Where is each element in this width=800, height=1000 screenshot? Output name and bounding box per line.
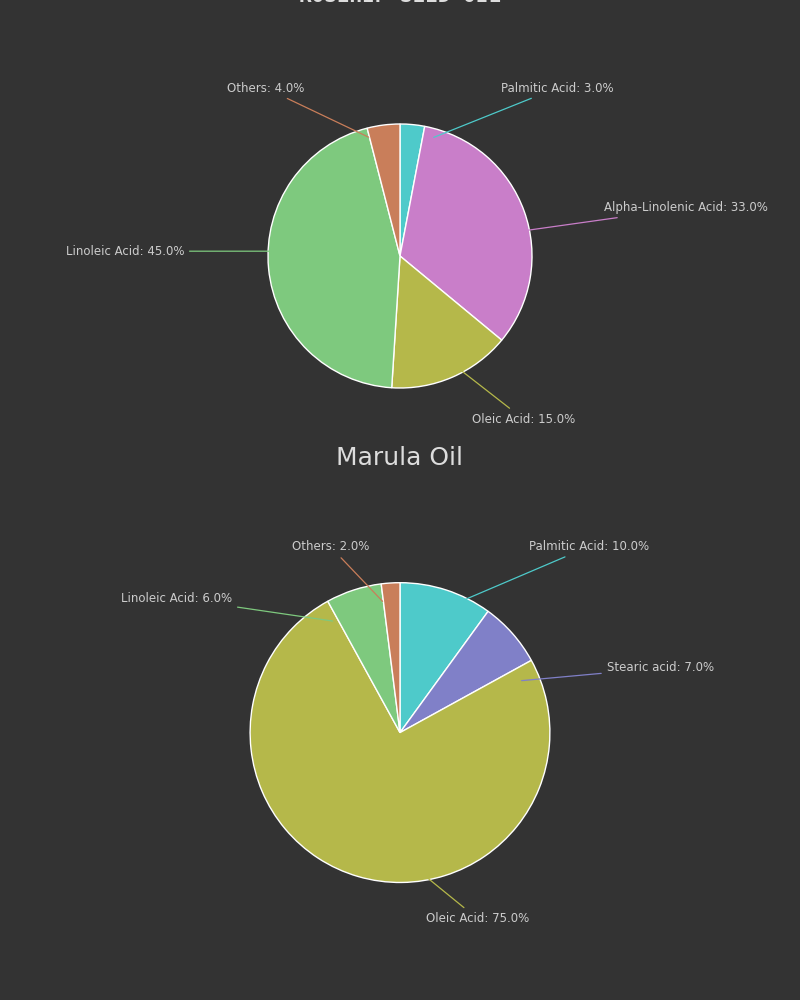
Wedge shape (400, 124, 425, 256)
Wedge shape (400, 611, 531, 733)
Text: Oleic Acid: 15.0%: Oleic Acid: 15.0% (455, 366, 575, 426)
Text: Linoleic Acid: 45.0%: Linoleic Acid: 45.0% (66, 245, 280, 258)
Text: Oleic Acid: 75.0%: Oleic Acid: 75.0% (410, 864, 529, 925)
Wedge shape (250, 601, 550, 882)
Text: Others: 4.0%: Others: 4.0% (226, 82, 369, 137)
Text: Linoleic Acid: 6.0%: Linoleic Acid: 6.0% (121, 592, 333, 621)
Wedge shape (382, 583, 400, 733)
Wedge shape (400, 583, 488, 733)
Text: Palmitic Acid: 3.0%: Palmitic Acid: 3.0% (434, 82, 614, 137)
Title: ROSEHIP SEED OIL: ROSEHIP SEED OIL (299, 0, 501, 6)
Wedge shape (400, 126, 532, 340)
Title: Marula Oil: Marula Oil (337, 446, 463, 470)
Wedge shape (367, 124, 400, 256)
Wedge shape (392, 256, 502, 388)
Wedge shape (328, 584, 400, 733)
Text: Stearic acid: 7.0%: Stearic acid: 7.0% (522, 661, 714, 681)
Text: Palmitic Acid: 10.0%: Palmitic Acid: 10.0% (446, 540, 650, 607)
Text: Others: 2.0%: Others: 2.0% (292, 540, 382, 601)
Text: Alpha-Linolenic Acid: 33.0%: Alpha-Linolenic Acid: 33.0% (518, 202, 768, 232)
Wedge shape (268, 128, 400, 388)
